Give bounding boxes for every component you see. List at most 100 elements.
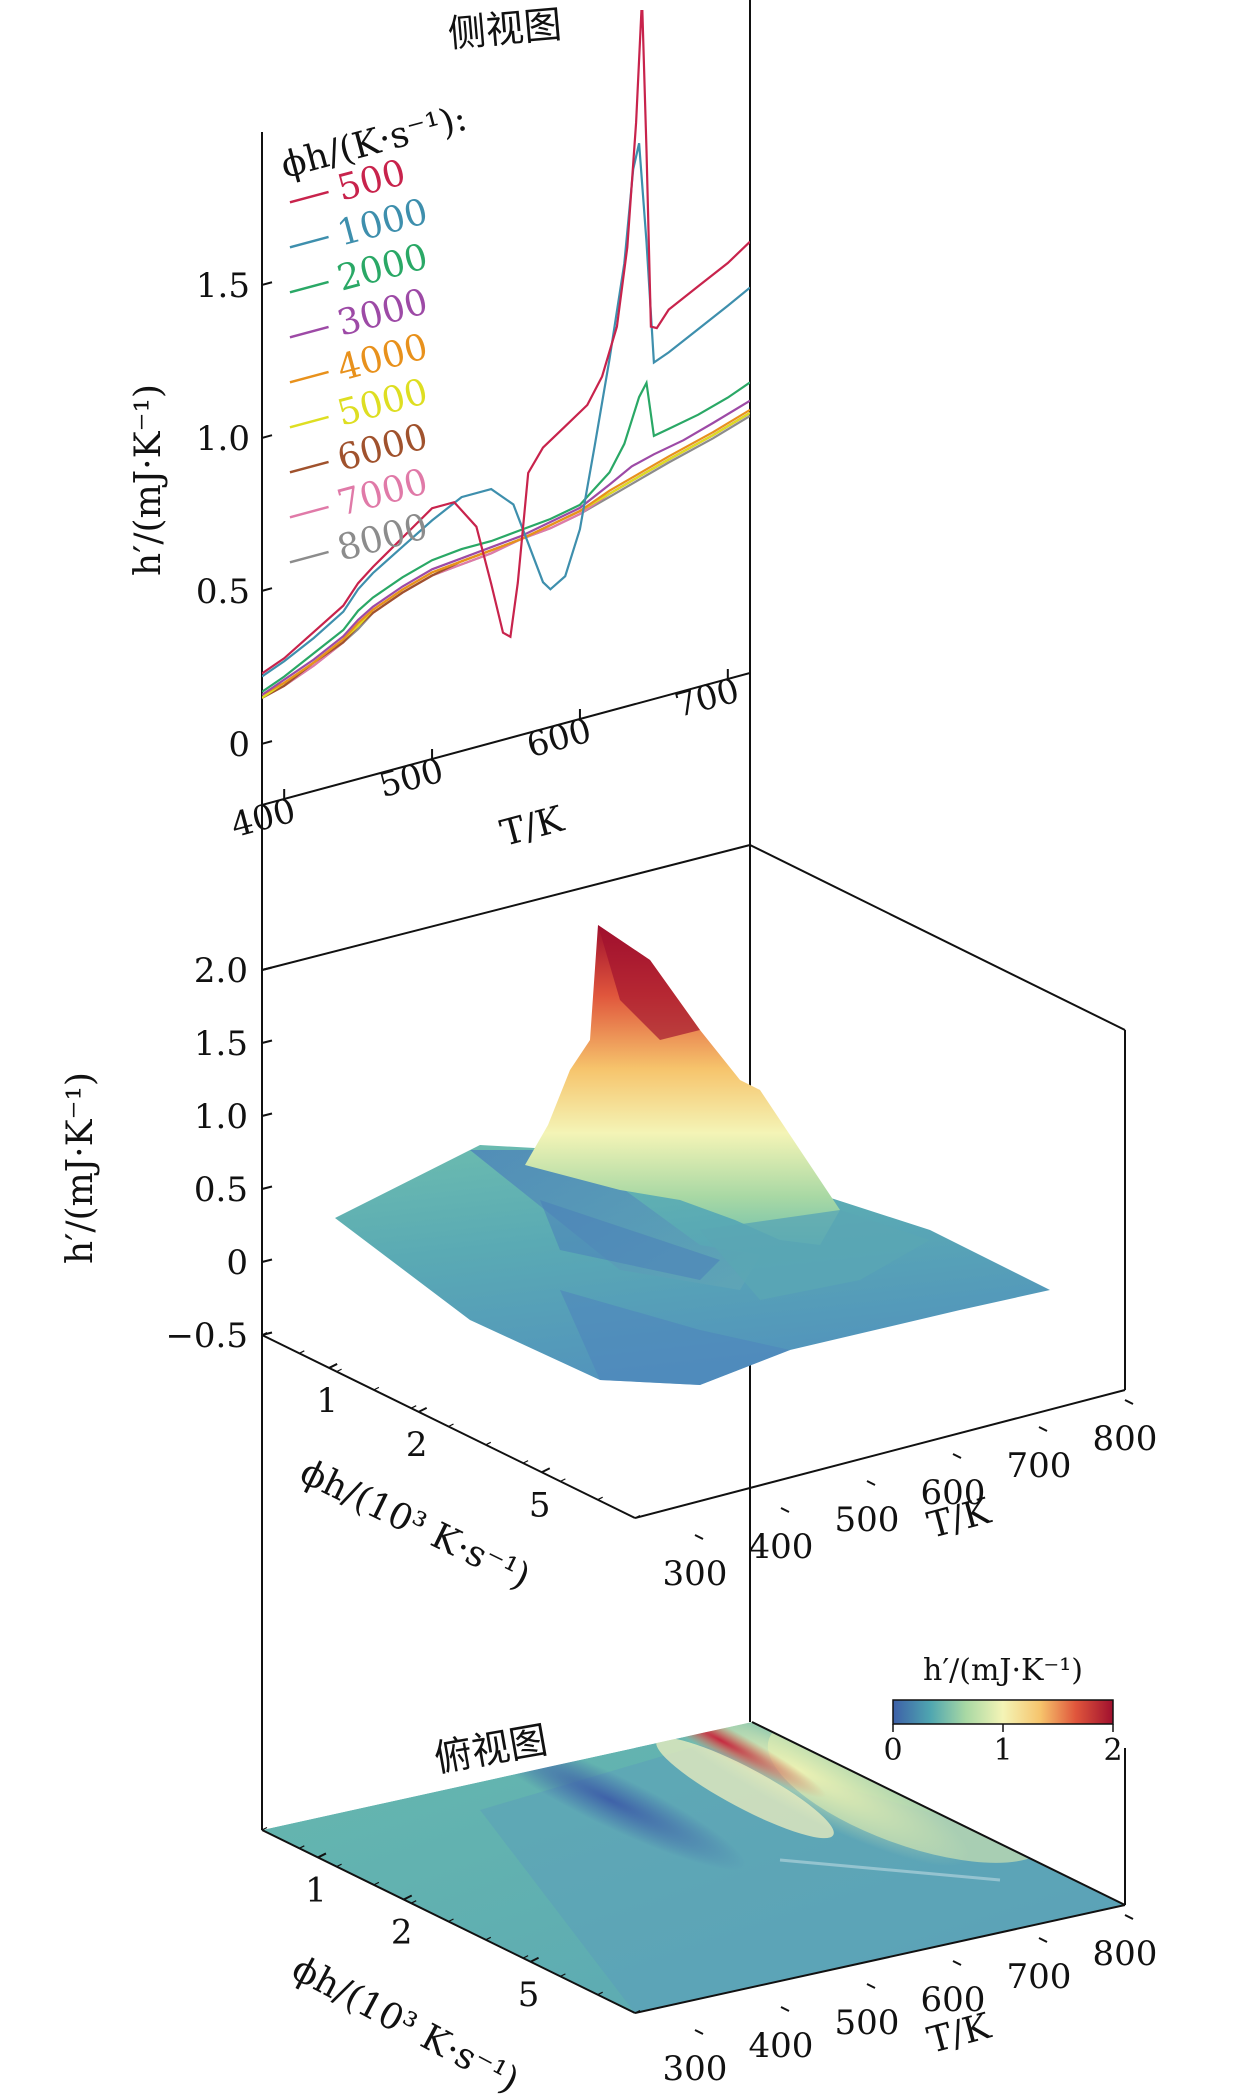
z-tick-mark	[261, 1185, 273, 1190]
axis-tick-label: 5	[518, 1975, 540, 2015]
axis-tick-mark	[952, 1453, 962, 1459]
minor-tick	[336, 1368, 342, 1373]
y-tick-mark	[261, 281, 273, 286]
series-line-3000	[262, 399, 750, 696]
axis-tick-label: 800	[1093, 1934, 1158, 1974]
axis-tick-mark	[317, 1852, 327, 1859]
axis-tick-label: 600	[921, 1473, 986, 1513]
z-tick-label: 0	[226, 1243, 248, 1283]
minor-tick	[373, 1386, 380, 1391]
axis-tick-label: 300	[663, 1554, 728, 1594]
axis-tick-mark	[866, 1480, 876, 1486]
surface-y-label: ϕh/(10³ K·s⁻¹)	[294, 1451, 537, 1597]
colorbar: h′/(mJ·K⁻¹) 0 1 2	[883, 1653, 1122, 1768]
y-tick-label: 1.0	[196, 419, 250, 459]
y-tick-label: 0.5	[196, 572, 250, 612]
series-line-5000	[262, 412, 750, 699]
minor-tick	[634, 1514, 641, 1519]
axis-tick-label: 2	[406, 1425, 428, 1465]
top-view-y-ticks: 1 2 5	[261, 1826, 641, 2015]
axis-tick-label: 1	[316, 1381, 338, 1421]
axis-tick-mark	[530, 1956, 540, 1963]
minor-tick	[485, 1936, 492, 1941]
minor-tick	[261, 1826, 268, 1831]
side-view-frame	[261, 0, 751, 807]
minor-tick	[448, 1423, 454, 1428]
axis-tick-label: 300	[663, 2049, 728, 2089]
minor-tick	[522, 1955, 529, 1959]
axis-tick-label: 700	[1007, 1957, 1072, 1997]
side-view-panel: 侧视图 400 500 600 700 0 0.5 1.0 1.5 T/K h′/(mJ·K…	[128, 0, 751, 855]
surface-z-ticks: −0.5 0 0.5 1.0 1.5 2.0	[165, 951, 273, 1356]
axis-tick-mark	[780, 1507, 790, 1513]
legend-swatch	[289, 505, 329, 519]
colorbar-ticks: 0 1 2	[883, 1724, 1123, 1768]
axis-tick-mark	[403, 1894, 413, 1901]
x-tick-label: 500	[375, 751, 448, 806]
series-line-8000	[262, 415, 750, 699]
minor-tick	[560, 1973, 566, 1977]
axis-tick-mark	[694, 2029, 704, 2035]
side-view-lines	[262, 10, 750, 699]
minor-tick	[448, 1918, 454, 1923]
axis-tick-mark	[780, 2006, 790, 2012]
axis-tick-label: 800	[1093, 1419, 1158, 1459]
series-line-2000	[262, 379, 750, 693]
axis-tick-label: 400	[749, 1527, 814, 1567]
y-tick-mark	[261, 740, 273, 745]
x-tick-label: 600	[523, 711, 596, 766]
y-tick-mark	[261, 434, 273, 439]
minor-tick	[634, 2009, 641, 2014]
z-tick-mark	[261, 1039, 273, 1044]
y-tick-mark	[261, 587, 273, 592]
axis-tick-label: 600	[921, 1980, 986, 2020]
axis-tick-label: 700	[1007, 1446, 1072, 1486]
minor-tick	[597, 1991, 603, 1996]
y-tick-label: 0	[228, 725, 250, 765]
y-tick-label: 1.5	[196, 266, 250, 306]
z-tick-label: −0.5	[165, 1316, 248, 1356]
axis-tick-mark	[1124, 1914, 1134, 1920]
series-line-4000	[262, 408, 750, 696]
colorbar-tick-label: 2	[1103, 1733, 1122, 1768]
top-view-x-ticks: 300 400 500 600 700 800	[663, 1914, 1158, 2089]
minor-tick	[410, 1405, 417, 1409]
x-tick-label: 400	[227, 791, 300, 846]
colorbar-tick-label: 0	[883, 1733, 902, 1768]
legend-swatch	[289, 190, 329, 204]
minor-tick	[336, 1863, 342, 1868]
axis-tick-mark	[418, 1406, 428, 1413]
surface-y-ticks: 1 2 5	[261, 1331, 641, 1525]
axis-tick-mark	[541, 1467, 551, 1474]
side-view-x-label: T/K	[496, 799, 569, 855]
z-tick-label: 1.0	[194, 1097, 248, 1137]
legend-swatch	[289, 280, 329, 294]
side-view-y-ticks: 0 0.5 1.0 1.5	[196, 266, 273, 765]
legend-swatch	[289, 550, 329, 564]
colorbar-gradient	[892, 1699, 1114, 1725]
z-tick-mark	[261, 1112, 273, 1117]
side-view-title: 侧视图	[446, 2, 563, 56]
axis-tick-mark	[1038, 1426, 1048, 1432]
surface-3d-box	[261, 673, 1126, 1830]
side-view-legend: ϕh/(K·s⁻¹): 5001000200030004000500060007…	[277, 98, 471, 570]
minor-tick	[522, 1460, 529, 1464]
legend-swatch	[289, 370, 329, 384]
side-view-y-label: h′/(mJ·K⁻¹)	[128, 384, 169, 576]
axis-tick-mark	[952, 1960, 962, 1966]
surface-z-label: h′/(mJ·K⁻¹)	[60, 1072, 101, 1264]
legend-swatch	[289, 325, 329, 339]
axis-tick-label: 1	[305, 1870, 327, 1910]
axis-tick-mark	[694, 1534, 704, 1540]
legend-swatch	[289, 415, 329, 429]
z-tick-label: 2.0	[194, 951, 248, 991]
minor-tick	[410, 1900, 417, 1904]
minor-tick	[485, 1441, 492, 1446]
minor-tick	[373, 1881, 380, 1886]
axis-tick-mark	[1038, 1937, 1048, 1943]
surface-3d	[335, 925, 1050, 1385]
axis-tick-mark	[328, 1363, 338, 1369]
